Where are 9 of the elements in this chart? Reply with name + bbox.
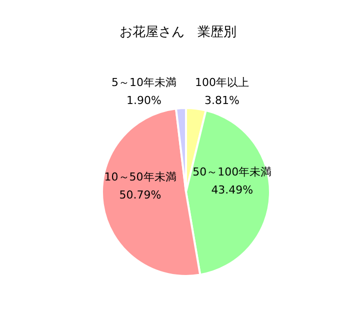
data-label: 1.90% [126,94,162,107]
slice-label: 50～100年未満 [192,166,272,179]
slice-label: 10～50年未満 [104,170,176,184]
data-label: 3.81% [204,94,240,107]
slice-label: 100年以上 [195,76,249,89]
data-label: 50.79% [119,188,162,202]
data-label: 43.49% [211,184,254,197]
chart-title: お花屋さん 業歴別 [120,25,236,40]
slice-label: 5～10年未満 [112,76,176,89]
